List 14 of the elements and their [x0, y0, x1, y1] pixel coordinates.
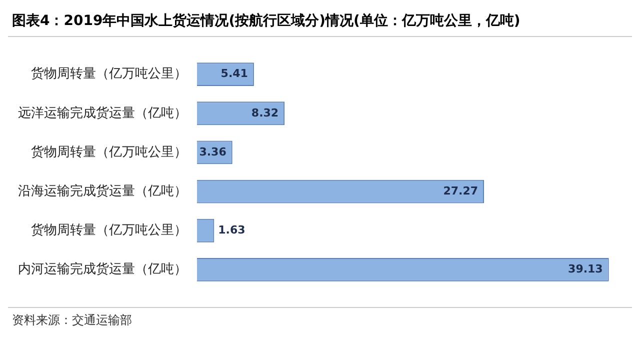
data-label: 3.36	[199, 145, 227, 158]
y-tick-label: 货物周转量（亿万吨公里）	[31, 222, 187, 238]
data-label: 27.27	[443, 184, 478, 198]
y-tick-label: 沿海运输完成货运量（亿吨）	[18, 182, 187, 199]
y-tick-label: 内河运输完成货运量（亿吨）	[18, 261, 187, 278]
data-label: 8.32	[251, 106, 279, 120]
y-tick-label: 货物周转量（亿万吨公里）	[31, 144, 187, 160]
data-label: 5.41	[220, 67, 248, 80]
y-tick-label: 远洋运输完成货运量（亿吨）	[18, 104, 187, 121]
data-label: 1.63	[218, 223, 246, 236]
y-tick-label: 货物周转量（亿万吨公里）	[31, 66, 187, 82]
text: 资料来源：交通运输部	[8, 307, 632, 333]
data-label: 39.13	[568, 262, 603, 276]
chart-title: 图表4：2019年中国水上货运情况(按航行区域分)情况(单位：亿万吨公里，亿吨)	[8, 8, 632, 37]
